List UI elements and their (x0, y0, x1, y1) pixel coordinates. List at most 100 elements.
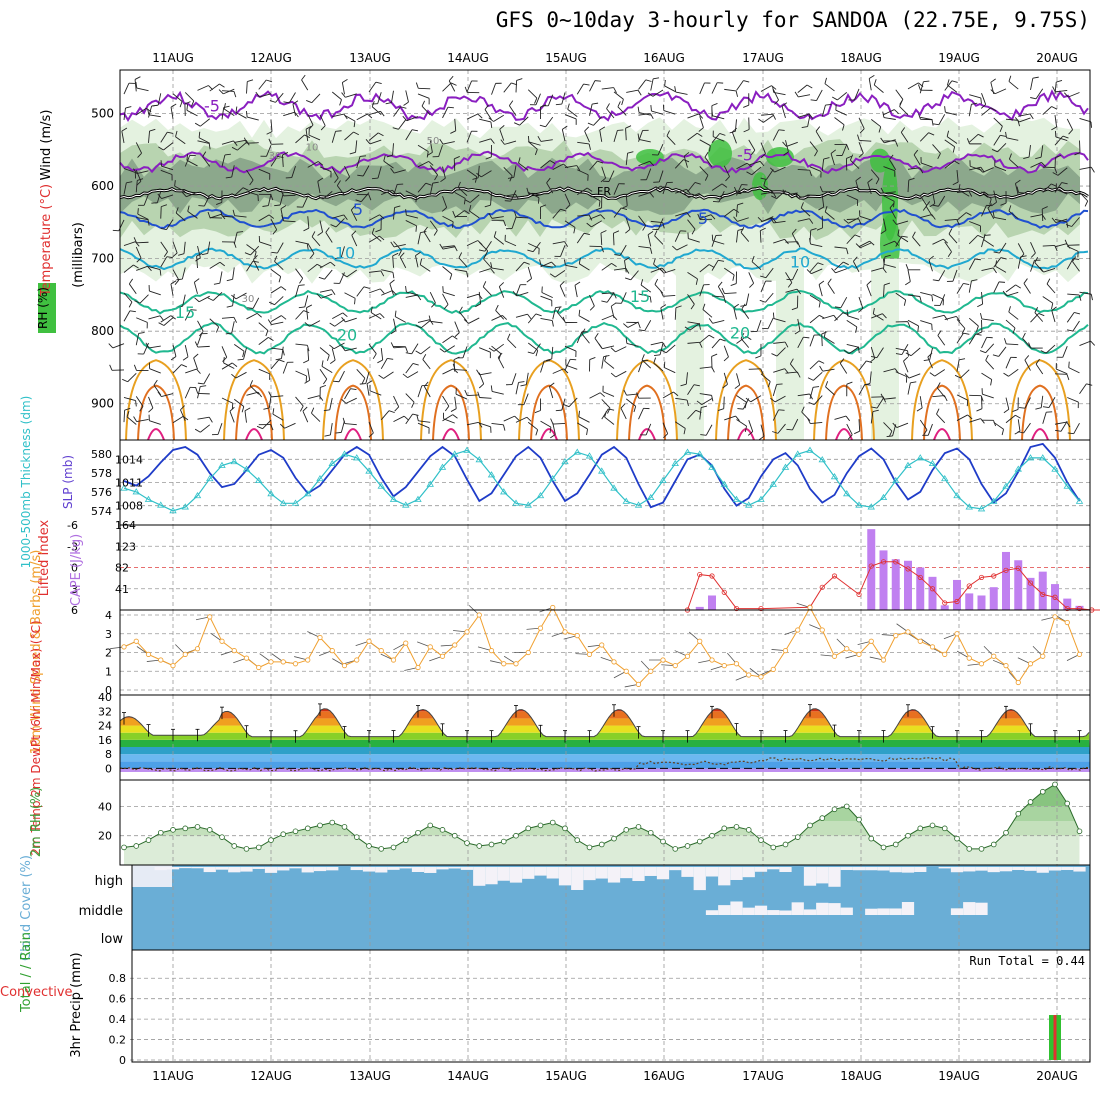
date-label-top: 15AUG (545, 51, 587, 65)
wind-barb (1030, 161, 1042, 168)
wind-barb (619, 244, 627, 256)
wind-barb (442, 245, 455, 248)
wind-speed-marker (305, 657, 311, 663)
wind-barb (981, 267, 994, 272)
wind-barb (638, 293, 651, 298)
thickness-marker (451, 450, 459, 457)
wind-barb (184, 345, 189, 357)
rh-2m-marker (745, 827, 752, 833)
wind-speed-marker (868, 638, 874, 644)
wind-barb (932, 293, 944, 300)
wind-barb (1054, 114, 1058, 128)
wind-barb (723, 372, 728, 385)
wind-barb (981, 107, 992, 116)
wind-barb (370, 312, 382, 320)
wind-barb (454, 396, 457, 409)
wind-barb-flag (808, 113, 814, 119)
cloud-high-cell (179, 867, 192, 869)
rh-2m-marker (672, 846, 679, 852)
wind-barb-flag (824, 206, 828, 213)
rh-2m-marker (182, 825, 189, 832)
wind-barb-flag (317, 177, 324, 182)
wind-barb-flag (855, 176, 861, 182)
temp-contour-35 (245, 428, 263, 441)
wind-barb (332, 214, 344, 219)
wind-barb-flag (270, 424, 274, 431)
wind-barb-flag (419, 258, 423, 265)
wind-barb-flag (450, 408, 457, 412)
wind-barb-flag (335, 431, 342, 434)
temp-band (120, 768, 1090, 772)
thickness-marker (769, 480, 777, 487)
thickness-marker (279, 499, 287, 506)
wind-barb (797, 218, 810, 222)
wind-barb-flag (932, 123, 939, 126)
wind-barb (675, 397, 688, 401)
wind-barb (1015, 183, 1019, 196)
wind-barb (193, 357, 198, 370)
wind-barb-flag (782, 189, 787, 196)
wind-barb (920, 214, 932, 218)
wind-speed-marker (121, 644, 127, 650)
cloud-high-cell (583, 867, 596, 881)
wind-barb (702, 309, 713, 318)
wind-barb-flag (884, 254, 891, 258)
rh-blob (708, 139, 732, 168)
wind-barb-flag (1040, 350, 1047, 354)
wind-barb (515, 313, 528, 318)
wind-barb (883, 191, 896, 194)
ylabel-precip-convective: Convective (0, 985, 73, 1000)
wind-barb-flag (178, 253, 185, 256)
wind-barb-flag (535, 350, 539, 357)
wind-barb (1040, 395, 1044, 408)
wind-barb (127, 373, 137, 383)
cloud-high-cell (828, 867, 841, 887)
wind-barb (827, 283, 835, 294)
wind-speed-marker (317, 634, 323, 641)
wind-barb (736, 184, 742, 196)
wind-barb-flag (711, 353, 718, 357)
wind-barb-flag (698, 127, 704, 132)
wind-barb (809, 166, 822, 172)
wind-barb (742, 398, 750, 410)
wind-barb-flag (363, 286, 370, 289)
wind-barb (993, 117, 1003, 127)
temp-contour-35 (933, 428, 951, 441)
wind-barb (259, 93, 272, 98)
wind-barb (291, 166, 296, 178)
wind-barb-flag (466, 271, 469, 278)
wind-barb (638, 215, 647, 226)
wind-barb-flag (592, 102, 599, 105)
wind-barb (638, 246, 651, 249)
wind-barb (368, 214, 380, 221)
wind-barb-flag (664, 79, 666, 87)
wind-barb (420, 264, 431, 272)
wind-barb-flag (740, 332, 745, 339)
wind-barb (858, 117, 865, 129)
wind-barb (956, 170, 959, 183)
wind-speed-marker (415, 664, 421, 671)
wind-barb-flag (559, 280, 565, 286)
wind-barb-flag (361, 377, 366, 384)
wind-barb-flag (219, 83, 225, 88)
wind-barb (160, 131, 168, 143)
wind-barb-flag (581, 328, 586, 335)
wind-barb (846, 319, 858, 328)
wind-barb-flag (331, 289, 336, 295)
wind-barb-flag (1035, 156, 1042, 160)
wind-barb (395, 316, 406, 323)
thickness-marker (157, 501, 165, 508)
cloud-high-cell (718, 867, 731, 886)
wind-barb-flag (645, 79, 652, 82)
date-label-top: 16AUG (643, 51, 685, 65)
date-label-top: 20AUG (1036, 51, 1078, 65)
wind-barb (393, 106, 401, 117)
rh-contour-label: 50 (427, 136, 440, 147)
wind-barb (574, 285, 578, 298)
wind-barb (207, 241, 211, 254)
wind-barb-flag (711, 109, 714, 116)
wind-barb (662, 182, 668, 195)
wind-barb-flag (527, 351, 534, 354)
wind-barb (187, 211, 198, 219)
wind-barb (399, 257, 407, 269)
